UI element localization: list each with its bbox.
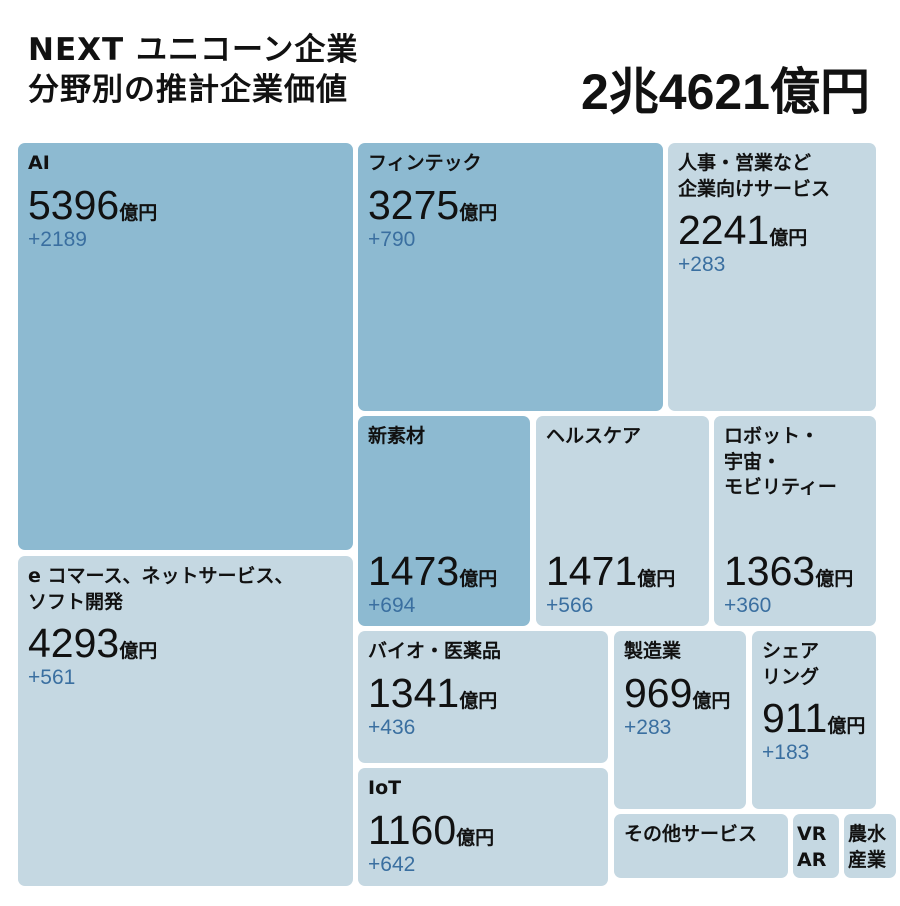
tile-value-row: 4293億円 (28, 621, 343, 666)
tile: IoT 1160億円 +642 (358, 768, 608, 886)
tile: フィンテック 3275億円 +790 (358, 143, 663, 411)
tile-unit: 億円 (769, 227, 808, 250)
tile-change: +566 (546, 594, 594, 617)
tile-change: +283 (624, 715, 672, 739)
tile-value: 4293 (28, 620, 120, 667)
tile-change: +436 (368, 715, 416, 739)
tile-unit: 億円 (692, 689, 731, 712)
tile-name: VR AR (797, 823, 827, 871)
tile-name: その他サービス (624, 823, 758, 845)
tile: VR AR (793, 814, 839, 878)
tile-value-row: 969億円 (624, 669, 736, 716)
tile-value: 1473 (368, 547, 460, 594)
tile: その他サービス (614, 814, 788, 878)
tile-value: 3275 (368, 181, 460, 228)
tile-change: +694 (368, 594, 416, 617)
tile-name: AI (28, 152, 50, 174)
tile: シェア リング 911億円 +183 (752, 631, 876, 809)
tile-unit: 億円 (119, 201, 158, 224)
tile: AI 5396億円 +2189 (18, 143, 353, 550)
tile-unit: 億円 (456, 826, 495, 849)
tile-name: シェア リング (762, 640, 820, 688)
tile-value-row: 1160億円 (368, 806, 598, 853)
tile: 農水 産業 (844, 814, 896, 878)
tile-name: ヘルスケア (546, 425, 642, 447)
tile-name: バイオ・医薬品 (368, 640, 502, 662)
tile-value-row: 5396億円 (28, 181, 343, 228)
tile: ロボット・ 宇宙・ モビリティー 1363億円 +360 (714, 416, 876, 626)
tile-change: +790 (368, 227, 416, 251)
tile: e コマース、ネットサービス、 ソフト開発 4293億円 +561 (18, 556, 353, 886)
tile-value-row: 1471億円 (546, 547, 699, 594)
tile-name: 人事・営業など 企業向けサービス (678, 152, 831, 200)
tile-value: 1160 (368, 806, 457, 853)
tile-unit: 億円 (815, 567, 854, 590)
title-line: 分野別の推計企業価値 (28, 72, 348, 108)
tile-value: 911 (762, 695, 828, 742)
tile-change: +360 (724, 594, 772, 617)
tile-unit: 億円 (827, 715, 866, 738)
tile-unit: 億円 (459, 567, 498, 590)
tile-value-row: 2241億円 (678, 208, 866, 253)
tile-change: +183 (762, 741, 810, 765)
tile: ヘルスケア 1471億円 +566 (536, 416, 709, 626)
tile-name: IoT (368, 777, 402, 799)
tile-unit: 億円 (637, 567, 676, 590)
tile-value-row: 911億円 (762, 696, 866, 741)
tile-value: 5396 (28, 181, 120, 228)
tile-value-row: 1363億円 (724, 547, 866, 594)
tile: 新素材 1473億円 +694 (358, 416, 530, 626)
tile-change: +561 (28, 666, 76, 690)
tile: バイオ・医薬品 1341億円 +436 (358, 631, 608, 763)
tile-value: 2241 (678, 207, 770, 254)
total: 2兆4621億円 (580, 64, 870, 120)
tile-name: e コマース、ネットサービス、 ソフト開発 (28, 565, 294, 613)
tile-change: +283 (678, 253, 726, 277)
tile-name: フィンテック (368, 152, 482, 174)
tile-value-row: 3275億円 (368, 181, 653, 228)
tile-change: +642 (368, 852, 416, 876)
tile-name: 製造業 (624, 640, 682, 662)
tile-unit: 億円 (459, 201, 498, 224)
tile-value: 1363 (724, 547, 816, 594)
tile-unit: 億円 (119, 640, 158, 663)
tile-value: 1341 (368, 669, 460, 716)
tile-name: 農水 産業 (848, 823, 887, 871)
tile-change: +2189 (28, 227, 87, 251)
tile-value: 1471 (546, 547, 638, 594)
tile-name: 新素材 (368, 425, 426, 447)
tile-name: ロボット・ 宇宙・ モビリティー (724, 425, 837, 499)
title-line: NEXT ユニコーン企業 (28, 32, 359, 68)
tile-value: 969 (624, 669, 693, 716)
tile-value-row: 1473億円 (368, 547, 520, 594)
tile: 製造業 969億円 +283 (614, 631, 746, 809)
tile: 人事・営業など 企業向けサービス 2241億円 +283 (668, 143, 876, 411)
tile-unit: 億円 (459, 689, 498, 712)
tile-value-row: 1341億円 (368, 669, 598, 716)
